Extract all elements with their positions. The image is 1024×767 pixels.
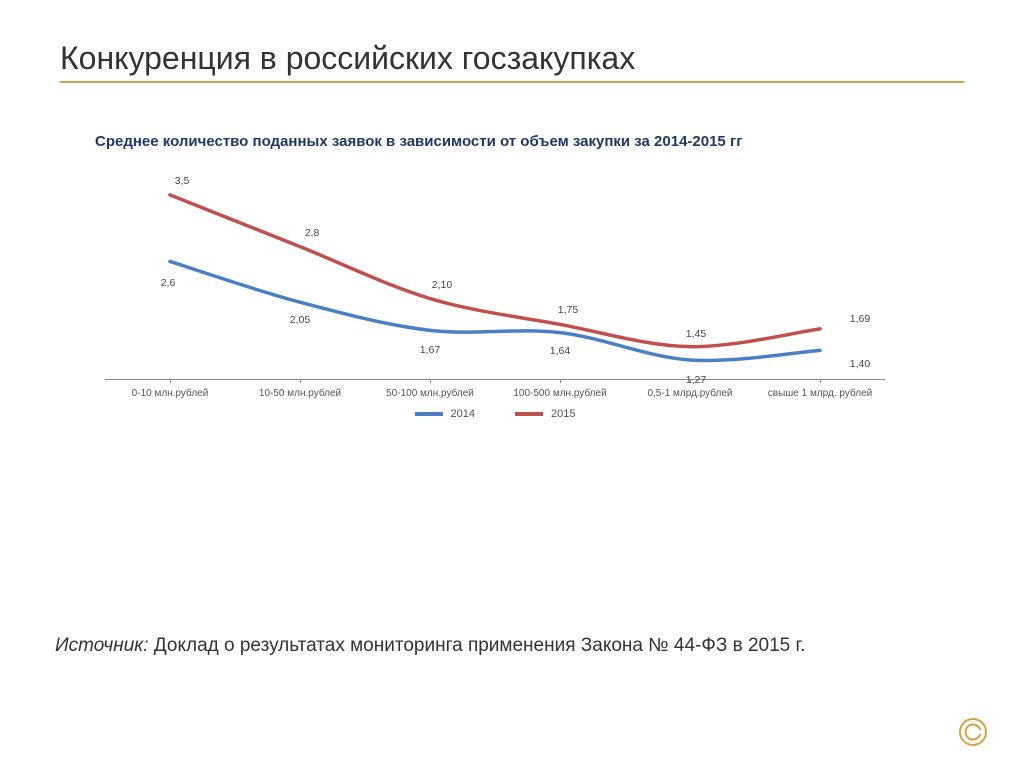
legend-label: 2015 bbox=[551, 408, 575, 420]
x-axis-label: 100-500 млн.рублей bbox=[513, 388, 606, 399]
legend-item-2015: 2015 bbox=[515, 408, 575, 420]
chart-container: Среднее количество поданных заявок в зав… bbox=[65, 133, 905, 420]
slide-title: Конкуренция в российских госзакупках bbox=[60, 40, 964, 77]
source-citation: Источник: Доклад о результатах мониторин… bbox=[55, 635, 805, 657]
data-label: 1,64 bbox=[550, 345, 570, 357]
copyright-logo-icon bbox=[958, 717, 988, 747]
source-label: Источник: bbox=[55, 635, 149, 656]
chart-legend: 2014 2015 bbox=[105, 408, 885, 420]
legend-swatch bbox=[515, 412, 543, 416]
data-label: 3,5 bbox=[175, 175, 190, 187]
legend-item-2014: 2014 bbox=[415, 408, 475, 420]
series-line-2015 bbox=[170, 195, 820, 347]
chart-plot-area: 0-10 млн.рублей10-50 млн.рублей50-100 мл… bbox=[105, 180, 885, 380]
x-axis-label: свыше 1 млрд. рублей bbox=[768, 388, 872, 399]
x-tick bbox=[820, 379, 821, 383]
chart-svg bbox=[105, 180, 885, 380]
chart-title: Среднее количество поданных заявок в зав… bbox=[95, 133, 905, 150]
data-label: 1,40 bbox=[850, 358, 870, 370]
x-tick bbox=[430, 379, 431, 383]
source-text: Доклад о результатах мониторинга примене… bbox=[149, 635, 806, 656]
title-underline bbox=[60, 81, 964, 83]
data-label: 1,69 bbox=[850, 313, 870, 325]
data-label: 1,45 bbox=[686, 328, 706, 340]
x-tick bbox=[560, 379, 561, 383]
x-axis-label: 10-50 млн.рублей bbox=[259, 388, 341, 399]
data-label: 2,8 bbox=[305, 227, 320, 239]
x-tick bbox=[300, 379, 301, 383]
data-label: 1,75 bbox=[558, 304, 578, 316]
x-axis-label: 0-10 млн.рублей bbox=[132, 388, 209, 399]
data-label: 2,05 bbox=[290, 314, 310, 326]
legend-label: 2014 bbox=[451, 408, 475, 420]
x-axis-label: 0,5-1 млрд.рублей bbox=[647, 388, 732, 399]
x-axis-label: 50-100 млн.рублей bbox=[386, 388, 474, 399]
data-label: 1,27 bbox=[686, 374, 706, 386]
x-tick bbox=[170, 379, 171, 383]
data-label: 2,10 bbox=[432, 279, 452, 291]
data-label: 2,6 bbox=[161, 277, 176, 289]
data-label: 1,67 bbox=[420, 344, 440, 356]
legend-swatch bbox=[415, 412, 443, 416]
